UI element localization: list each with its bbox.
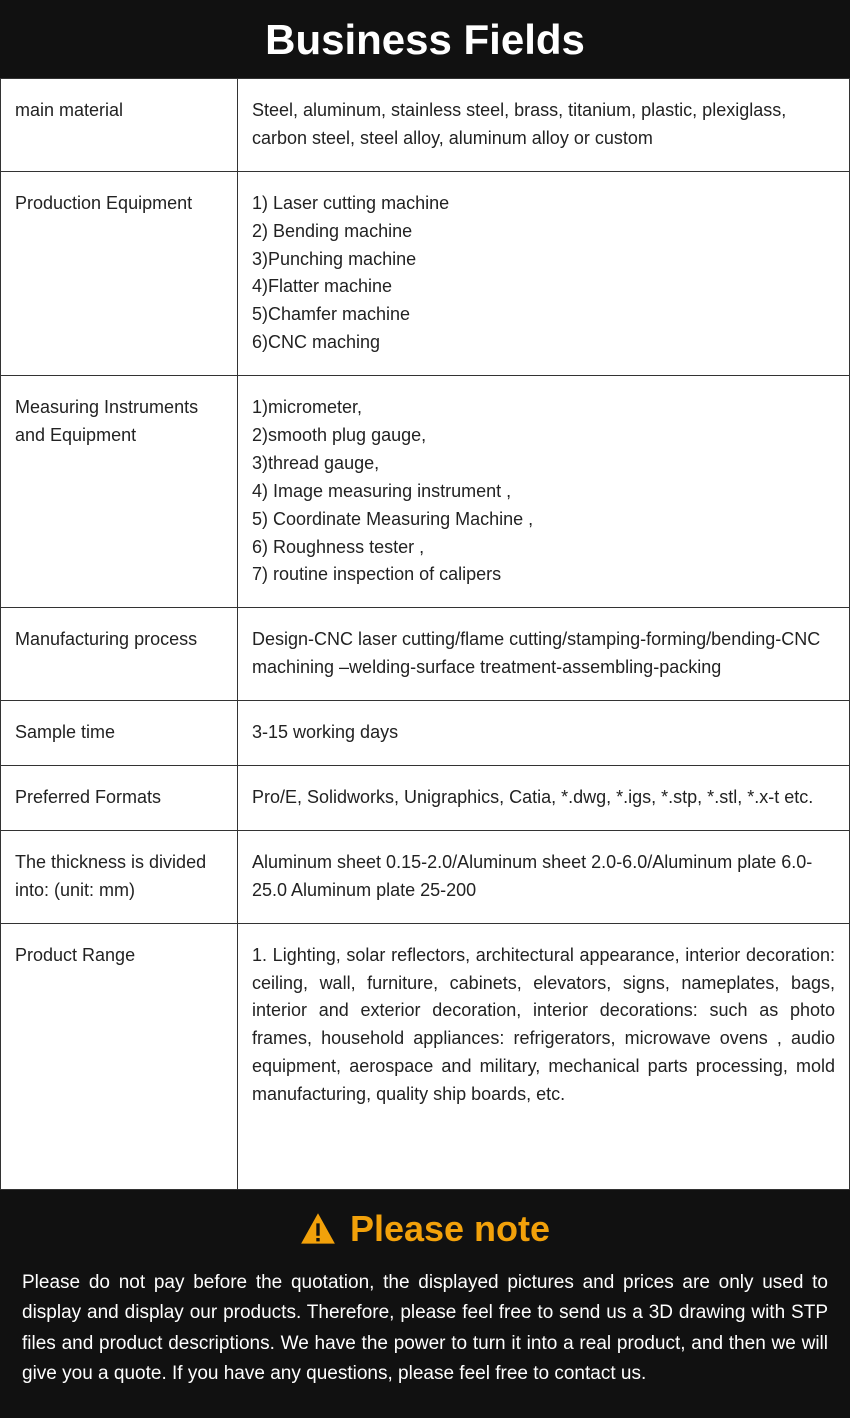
table-row: Manufacturing processDesign-CNC laser cu… bbox=[1, 608, 850, 701]
row-value: 1. Lighting, solar reflectors, architect… bbox=[238, 923, 850, 1189]
row-label: Sample time bbox=[1, 701, 238, 766]
row-value-line: 2) Bending machine bbox=[252, 218, 835, 246]
row-value-line: 4)Flatter machine bbox=[252, 273, 835, 301]
row-value: 3-15 working days bbox=[238, 701, 850, 766]
row-value-line: 1) Laser cutting machine bbox=[252, 190, 835, 218]
row-value: 1) Laser cutting machine2) Bending machi… bbox=[238, 171, 850, 375]
row-value-line: 3)thread gauge, bbox=[252, 450, 835, 478]
row-value-line: 6) Roughness tester , bbox=[252, 534, 835, 562]
row-label: Product Range bbox=[1, 923, 238, 1189]
notice-heading-row: Please note bbox=[22, 1208, 828, 1250]
warning-icon bbox=[300, 1211, 336, 1247]
row-value: Steel, aluminum, stainless steel, brass,… bbox=[238, 79, 850, 172]
row-value: Pro/E, Solidworks, Unigraphics, Catia, *… bbox=[238, 766, 850, 831]
row-label: Production Equipment bbox=[1, 171, 238, 375]
notice-block: Please note Please do not pay before the… bbox=[0, 1190, 850, 1418]
table-row: Measuring Instruments and Equipment1)mic… bbox=[1, 376, 850, 608]
row-value-line: 6)CNC maching bbox=[252, 329, 835, 357]
table-row: The thickness is divided into: (unit: mm… bbox=[1, 830, 850, 923]
table-row: main materialSteel, aluminum, stainless … bbox=[1, 79, 850, 172]
row-value: Aluminum sheet 0.15-2.0/Aluminum sheet 2… bbox=[238, 830, 850, 923]
row-value-line: 5) Coordinate Measuring Machine , bbox=[252, 506, 835, 534]
row-value-line: 4) Image measuring instrument , bbox=[252, 478, 835, 506]
row-label: Preferred Formats bbox=[1, 766, 238, 831]
row-value-line: 1)micrometer, bbox=[252, 394, 835, 422]
spec-table: main materialSteel, aluminum, stainless … bbox=[0, 78, 850, 1190]
row-value-line: 5)Chamfer machine bbox=[252, 301, 835, 329]
row-value-line: 7) routine inspection of calipers bbox=[252, 561, 835, 589]
page-title: Business Fields bbox=[0, 0, 850, 78]
table-row: Production Equipment1) Laser cutting mac… bbox=[1, 171, 850, 375]
notice-title: Please note bbox=[350, 1208, 550, 1250]
notice-body: Please do not pay before the quotation, … bbox=[22, 1268, 828, 1390]
row-label: The thickness is divided into: (unit: mm… bbox=[1, 830, 238, 923]
row-label: main material bbox=[1, 79, 238, 172]
table-row: Product Range1. Lighting, solar reflecto… bbox=[1, 923, 850, 1189]
row-label: Manufacturing process bbox=[1, 608, 238, 701]
row-value-line: 3)Punching machine bbox=[252, 246, 835, 274]
row-label: Measuring Instruments and Equipment bbox=[1, 376, 238, 608]
row-value: Design-CNC laser cutting/flame cutting/s… bbox=[238, 608, 850, 701]
table-row: Preferred FormatsPro/E, Solidworks, Unig… bbox=[1, 766, 850, 831]
table-row: Sample time3-15 working days bbox=[1, 701, 850, 766]
row-value-line: 2)smooth plug gauge, bbox=[252, 422, 835, 450]
row-value: 1)micrometer,2)smooth plug gauge,3)threa… bbox=[238, 376, 850, 608]
